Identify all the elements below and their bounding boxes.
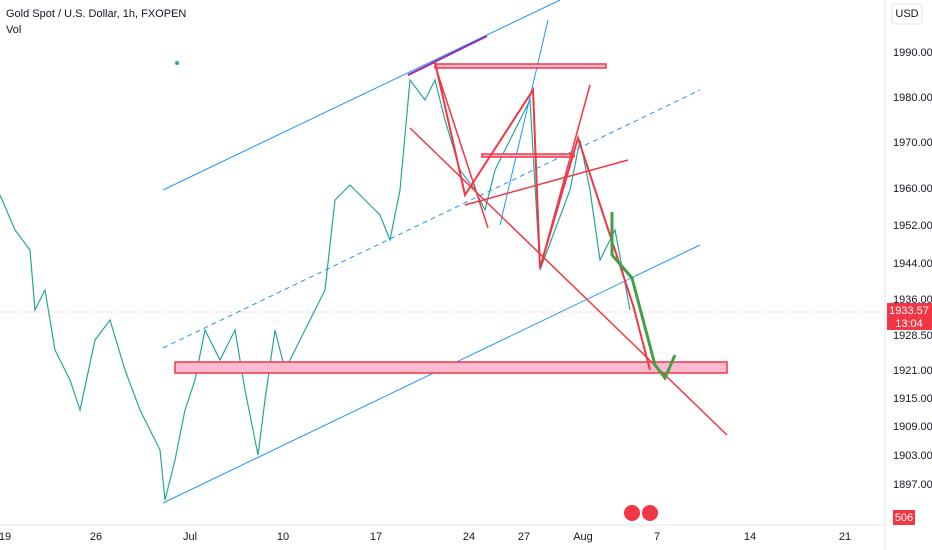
price-badge [887, 303, 932, 330]
volume: 506 [895, 512, 913, 524]
event-icon[interactable] [624, 505, 640, 521]
price-label: 1944.00 [893, 258, 932, 270]
current-price: 1933.57 [889, 305, 929, 317]
price-label: 1960.00 [893, 183, 932, 195]
event-icon[interactable] [642, 505, 658, 521]
time-label: 17 [370, 531, 382, 543]
countdown: 13:04 [895, 318, 923, 330]
time-label: 26 [90, 531, 102, 543]
volume-badge [893, 510, 915, 525]
time-label: 10 [277, 531, 289, 543]
price-path [0, 78, 631, 501]
symbol-title: Gold Spot / U.S. Dollar, 1h, FXOPEN [6, 8, 186, 20]
support-zone [174, 361, 728, 374]
price-label: 1970.00 [893, 137, 932, 149]
time-label: 21 [839, 531, 851, 543]
resistance-zone [434, 63, 607, 69]
time-label: 27 [518, 531, 530, 543]
time-label: 14 [744, 531, 756, 543]
price-label: 1915.00 [893, 393, 932, 405]
price-label: 1903.00 [893, 450, 932, 462]
indicator-label: Vol [6, 24, 21, 36]
projection [610, 212, 677, 381]
time-label: 24 [463, 531, 475, 543]
pattern-lines [407, 35, 728, 436]
time-label: 7 [654, 531, 660, 543]
mid-zone [481, 153, 575, 158]
price-label: 1909.00 [893, 421, 932, 433]
marker [175, 61, 179, 65]
currency-button[interactable] [891, 3, 923, 25]
price-label: 1936.00 [893, 294, 932, 306]
channel [162, 0, 701, 504]
time-label: 19 [0, 531, 11, 543]
time-label: Jul [183, 531, 197, 543]
price-label: 1897.00 [893, 479, 932, 491]
price-label: 1928.50 [893, 330, 932, 342]
price-label: 1990.00 [893, 47, 932, 59]
price-label: 1921.00 [893, 365, 932, 377]
time-label: Aug [573, 531, 593, 543]
price-label: 1952.00 [893, 220, 932, 232]
price-label: 1980.00 [893, 92, 932, 104]
currency: USD [895, 8, 918, 20]
